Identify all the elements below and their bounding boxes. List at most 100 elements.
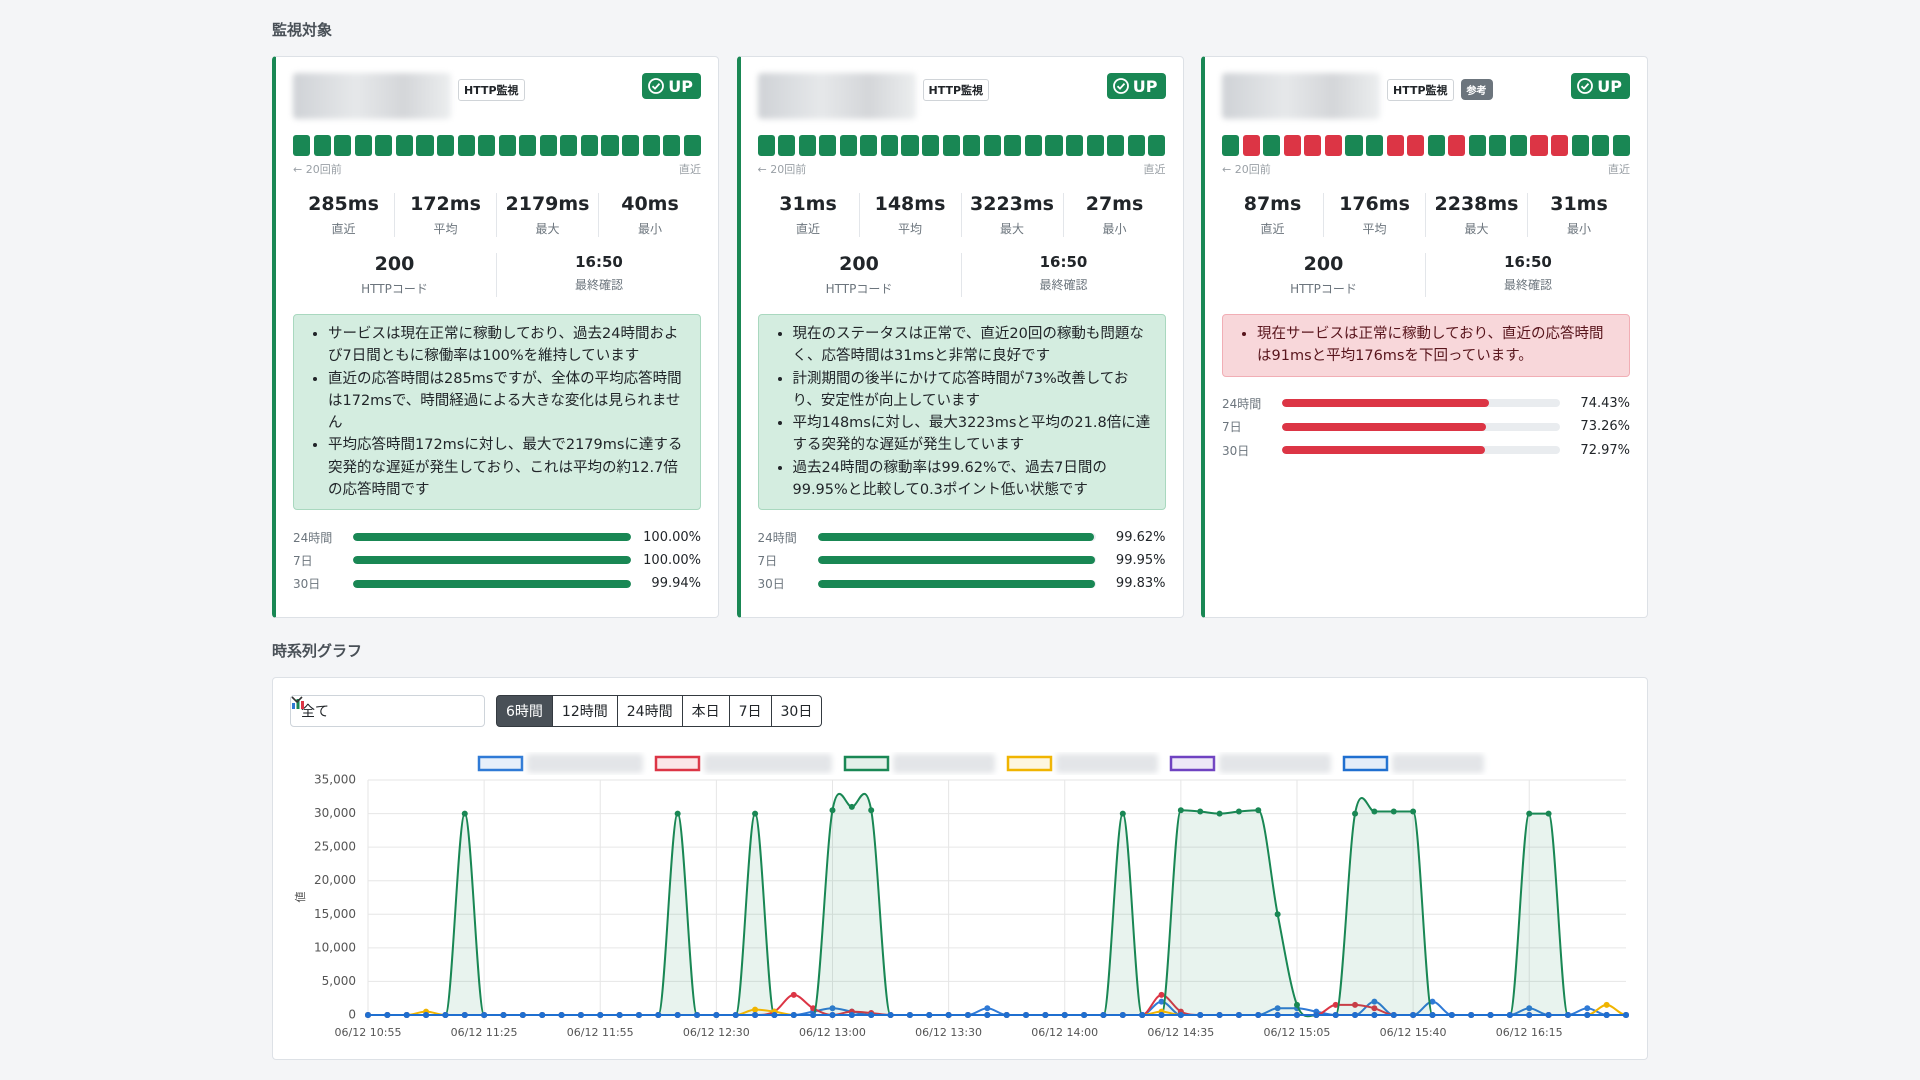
range-button[interactable]: 7日 [729,695,772,727]
history-cell [354,135,372,156]
status-badge: UP [1571,73,1630,99]
status-badge: UP [1106,73,1166,99]
x-tick-label: 06/12 13:00 [799,1026,866,1039]
card-header: HTTP監視 UP [757,73,1166,125]
history-cell [757,135,775,156]
monitor-type-badge: HTTP監視 [458,79,525,101]
data-point [577,1012,584,1018]
history-cell [416,135,434,156]
data-point [1023,1012,1030,1018]
summary-box: サービスは現在正常に稼動しており、過去24時間および7日間ともに稼働率は100%… [293,314,701,511]
uptime-value: 74.43% [1580,395,1630,411]
range-button[interactable]: 本日 [682,695,730,727]
uptime-row: 30日 99.94% [293,572,701,595]
data-point [1119,810,1126,817]
data-point [1158,998,1165,1005]
stat-label: 平均 [1362,222,1387,236]
chart: 値 0 5,000 10,000 15,000 20,000 25,000 30,000 35,… [294,754,1629,1039]
range-button[interactable]: 12時間 [552,695,618,727]
history-cell [1242,135,1260,156]
data-point [752,1012,759,1018]
summary-item: 過去24時間の稼動率は99.62%で、過去7日間の99.95%と比較して0.3ポ… [793,457,1151,502]
data-point [1468,1012,1475,1018]
uptime-value: 99.94% [651,576,701,592]
range-button[interactable]: 24時間 [617,695,683,727]
history-cell [663,135,681,156]
last-check-label: 最終確認 [1039,278,1088,292]
data-point [1235,1012,1242,1018]
history-cell [963,135,981,156]
last-check: 16:50 最終確認 [1426,253,1630,297]
uptime-value: 99.83% [1115,576,1166,592]
data-point [1371,998,1378,1005]
uptime: 24時間 100.00% 7日 100.00% 30日 99.94% [293,525,701,595]
data-point [403,1012,410,1018]
stat: 148ms 平均 [860,193,962,237]
data-point [539,1012,546,1018]
history-cell [1551,135,1569,156]
check-circle [1577,78,1594,94]
chart-icon [292,699,304,709]
data-point [964,1012,971,1018]
data-point [1293,1001,1300,1008]
data-point [1216,1012,1223,1018]
data-point [442,1012,449,1018]
data-point [1255,807,1262,814]
uptime-row: 7日 99.95% [758,549,1166,572]
uptime-row: 24時間 100.00% [293,525,701,548]
legend-swatch [843,755,890,772]
uptime-row: 24時間 99.62% [758,525,1166,548]
summary-list: サービスは現在正常に稼動しており、過去24時間および7日間ともに稼働率は100%… [294,323,686,501]
history-cell [1283,135,1301,156]
series-line [367,1000,1626,1016]
uptime-track [817,556,1096,565]
history-cell [436,135,455,156]
legend-swatch [477,755,524,772]
monitor-type-badge: HTTP監視 [1387,79,1454,101]
select-value: 全て [301,704,329,720]
history-cell [1263,135,1281,156]
data-point [384,1012,391,1018]
stat: 40ms 最小 [599,193,701,237]
uptime-row: 30日 99.83% [758,572,1166,595]
legend-name-redacted [527,754,643,773]
last-check-label: 最終確認 [574,278,623,292]
check-circle [1112,78,1129,94]
range-button[interactable]: 30日 [771,695,823,727]
uptime-row: 7日 73.26% [1222,415,1630,438]
data-point [887,1012,894,1018]
data-point [1197,1012,1204,1018]
monitor-card: HTTP監視 参考 UP ← 20回前 直近 87ms 直近 176ms 平均 2238ms 最大 3… [1201,56,1648,618]
uptime-period: 24時間 [293,530,333,545]
last-check-value: 16:50 [1504,253,1552,271]
uptime-value: 72.97% [1580,442,1630,458]
history-cell [1324,135,1342,156]
y-tick-label: 0 [348,1008,356,1022]
stat-label: 最大 [1464,222,1489,236]
data-point [713,1012,720,1018]
history-cell [819,135,837,156]
data-point [1274,1012,1281,1018]
uptime-period: 7日 [293,553,313,568]
data-point [1293,1012,1300,1018]
data-point [1352,1001,1359,1008]
range-button[interactable]: 6時間 [496,695,553,727]
history-cell [1448,135,1466,156]
data-point [1255,1012,1262,1018]
uptime-row: 30日 72.97% [1222,438,1630,461]
range-select[interactable]: 全て [290,695,485,727]
data-point [1526,810,1533,817]
history-cell [1024,135,1042,156]
summary-item: 平均応答時間172msに対し、最大で2179msに達する突発的な遅延が発生してお… [328,434,686,501]
stat-label: 直近 [1260,222,1285,236]
stat-label: 最小 [1566,222,1591,236]
monitor-card: HTTP監視 UP ← 20回前 直近 31ms 直近 148ms 平均 3223ms 最大 27m… [736,56,1184,618]
history-cell [798,135,816,156]
data-point [790,1012,797,1018]
data-point [1371,1005,1378,1012]
data-point [1584,1012,1591,1018]
http-code-label: HTTPコード [1290,282,1357,296]
history-cell [1365,135,1384,156]
status-text: UP [1597,76,1622,96]
y-tick-label: 10,000 [314,940,356,954]
